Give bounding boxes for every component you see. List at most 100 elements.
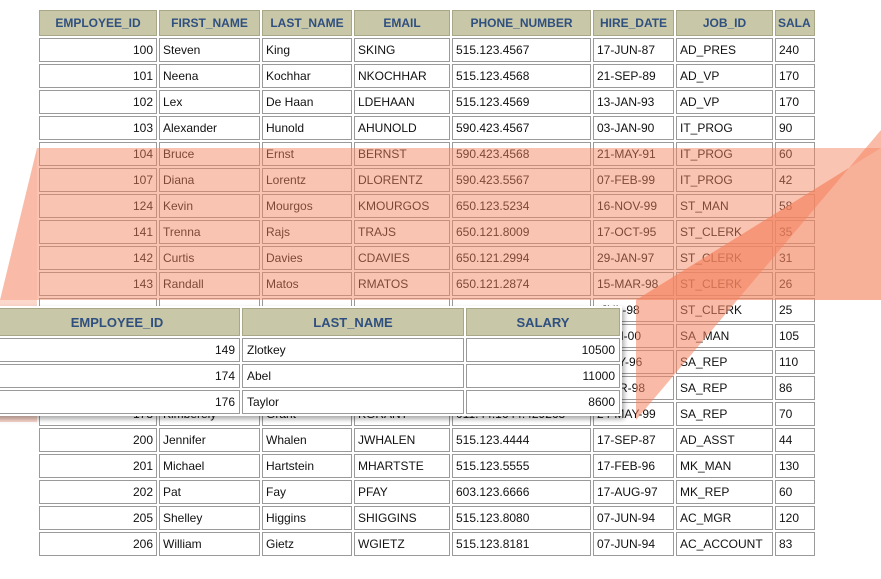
table-cell: Jennifer — [159, 428, 260, 452]
table-cell: Diana — [159, 168, 260, 192]
table-row: 143 Randall Matos RMATOS 650.121.2874 15-MAR-… — [39, 272, 815, 296]
col-header-email: EMAIL — [354, 10, 450, 36]
table-cell: DLORENTZ — [354, 168, 450, 192]
table-cell: NKOCHHAR — [354, 64, 450, 88]
table-cell: 650.121.2874 — [452, 272, 591, 296]
table-cell: 104 — [39, 142, 157, 166]
table-row: 103 Alexander Hunold AHUNOLD 590.423.4567 03-… — [39, 116, 815, 140]
table-cell: 03-JAN-90 — [593, 116, 674, 140]
table-cell: Gietz — [262, 532, 352, 556]
table-cell: MK_MAN — [676, 454, 773, 478]
table-cell: 590.423.5567 — [452, 168, 591, 192]
col-header-last-name: LAST_NAME — [262, 10, 352, 36]
result-col-header-salary: SALARY — [466, 308, 620, 336]
col-header-phone-number: PHONE_NUMBER — [452, 10, 591, 36]
table-cell: 60 — [775, 480, 815, 504]
table-cell: 101 — [39, 64, 157, 88]
table-cell: 205 — [39, 506, 157, 530]
table-cell: SA_REP — [676, 402, 773, 426]
table-row: 205 Shelley Higgins SHIGGINS 515.123.8080 07-… — [39, 506, 815, 530]
table-cell: 103 — [39, 116, 157, 140]
table-cell: 70 — [775, 402, 815, 426]
table-cell: ST_MAN — [676, 194, 773, 218]
table-cell: 590.423.4567 — [452, 116, 591, 140]
table-cell: Hartstein — [262, 454, 352, 478]
table-cell: IT_PROG — [676, 116, 773, 140]
table-cell: 16-NOV-99 — [593, 194, 674, 218]
table-row: 141 Trenna Rajs TRAJS 650.121.8009 17-OCT-95 S… — [39, 220, 815, 244]
table-cell: William — [159, 532, 260, 556]
table-cell: WGIETZ — [354, 532, 450, 556]
table-cell: Mourgos — [262, 194, 352, 218]
table-cell: 200 — [39, 428, 157, 452]
table-cell: CDAVIES — [354, 246, 450, 270]
table-cell: 35 — [775, 220, 815, 244]
table-row: 202 Pat Fay PFAY 603.123.6666 17-AUG-97 MK_REP… — [39, 480, 815, 504]
result-row: 174 Abel 11000 — [0, 364, 620, 388]
table-cell: 515.123.4444 — [452, 428, 591, 452]
table-cell: 120 — [775, 506, 815, 530]
table-cell: Kochhar — [262, 64, 352, 88]
table-cell: 170 — [775, 90, 815, 114]
table-cell: 143 — [39, 272, 157, 296]
table-cell: 201 — [39, 454, 157, 478]
table-cell: 25 — [775, 298, 815, 322]
table-row: 124 Kevin Mourgos KMOURGOS 650.123.5234 16-NO… — [39, 194, 815, 218]
table-row: 102 Lex De Haan LDEHAAN 515.123.4569 13-JAN-9… — [39, 90, 815, 114]
table-row: 201 Michael Hartstein MHARTSTE 515.123.5555 1… — [39, 454, 815, 478]
table-cell: 07-JUN-94 — [593, 506, 674, 530]
table-cell: 17-JUN-87 — [593, 38, 674, 62]
table-cell: AC_ACCOUNT — [676, 532, 773, 556]
table-cell: 515.123.4568 — [452, 64, 591, 88]
table-cell: Pat — [159, 480, 260, 504]
table-cell: Rajs — [262, 220, 352, 244]
employees-table: EMPLOYEE_ID FIRST_NAME LAST_NAME EMAIL P… — [37, 8, 817, 558]
result-cell: 8600 — [466, 390, 620, 414]
result-col-header-last-name: LAST_NAME — [242, 308, 464, 336]
table-row: 101 Neena Kochhar NKOCHHAR 515.123.4568 21-SE… — [39, 64, 815, 88]
table-cell: 141 — [39, 220, 157, 244]
table-cell: 110 — [775, 350, 815, 374]
col-header-first-name: FIRST_NAME — [159, 10, 260, 36]
table-cell: 590.423.4568 — [452, 142, 591, 166]
table-cell: 90 — [775, 116, 815, 140]
table-cell: 13-JAN-93 — [593, 90, 674, 114]
table-cell: Matos — [262, 272, 352, 296]
table-cell: Hunold — [262, 116, 352, 140]
table-cell: 17-FEB-96 — [593, 454, 674, 478]
result-cell: Taylor — [242, 390, 464, 414]
table-cell: 86 — [775, 376, 815, 400]
table-cell: BERNST — [354, 142, 450, 166]
table-cell: IT_PROG — [676, 168, 773, 192]
table-cell: 107 — [39, 168, 157, 192]
table-cell: 17-SEP-87 — [593, 428, 674, 452]
table-cell: AD_VP — [676, 90, 773, 114]
table-cell: IT_PROG — [676, 142, 773, 166]
table-cell: RMATOS — [354, 272, 450, 296]
table-cell: MHARTSTE — [354, 454, 450, 478]
table-cell: 29-JAN-97 — [593, 246, 674, 270]
table-cell: SHIGGINS — [354, 506, 450, 530]
employees-header-row: EMPLOYEE_ID FIRST_NAME LAST_NAME EMAIL P… — [39, 10, 815, 36]
result-cell: Zlotkey — [242, 338, 464, 362]
table-cell: ST_CLERK — [676, 220, 773, 244]
table-row: 142 Curtis Davies CDAVIES 650.121.2994 29-JAN… — [39, 246, 815, 270]
table-cell: 83 — [775, 532, 815, 556]
table-cell: TRAJS — [354, 220, 450, 244]
table-row: 104 Bruce Ernst BERNST 590.423.4568 21-MAY-91… — [39, 142, 815, 166]
table-cell: AD_VP — [676, 64, 773, 88]
col-header-job-id: JOB_ID — [676, 10, 773, 36]
table-cell: 42 — [775, 168, 815, 192]
table-cell: Michael — [159, 454, 260, 478]
table-cell: ST_CLERK — [676, 298, 773, 322]
table-cell: 202 — [39, 480, 157, 504]
table-cell: 17-AUG-97 — [593, 480, 674, 504]
table-cell: MK_REP — [676, 480, 773, 504]
table-cell: Trenna — [159, 220, 260, 244]
table-row: 100 Steven King SKING 515.123.4567 17-JUN-87 A… — [39, 38, 815, 62]
table-cell: 26 — [775, 272, 815, 296]
table-cell: Ernst — [262, 142, 352, 166]
table-cell: LDEHAAN — [354, 90, 450, 114]
table-cell: 650.123.5234 — [452, 194, 591, 218]
table-cell: SA_REP — [676, 350, 773, 374]
